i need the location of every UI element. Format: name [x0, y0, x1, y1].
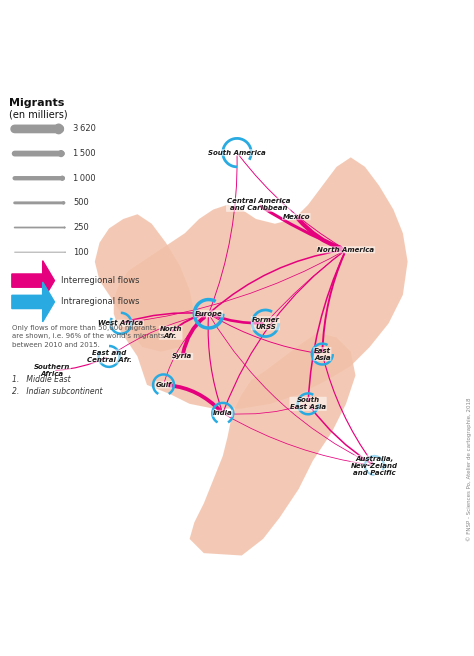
- Text: Australia,
New-Zeland
and Pacific: Australia, New-Zeland and Pacific: [351, 455, 398, 476]
- FancyArrow shape: [12, 260, 55, 300]
- Text: Europe: Europe: [195, 311, 222, 317]
- FancyArrowPatch shape: [210, 155, 237, 310]
- Text: North
Afr.: North Afr.: [159, 326, 182, 339]
- Text: East
Asia: East Asia: [314, 348, 331, 361]
- Text: 3 620: 3 620: [73, 125, 96, 133]
- Text: South America: South America: [208, 150, 266, 155]
- FancyArrowPatch shape: [224, 252, 343, 411]
- FancyArrowPatch shape: [56, 358, 107, 371]
- FancyArrowPatch shape: [173, 315, 204, 331]
- FancyArrowPatch shape: [208, 318, 222, 411]
- Text: Mexico: Mexico: [283, 214, 310, 220]
- FancyArrowPatch shape: [323, 357, 372, 462]
- Polygon shape: [95, 215, 194, 352]
- Text: Only flows of more than 50,000 migrants
are shown, i.e. 96% of the world's migra: Only flows of more than 50,000 migrants …: [12, 325, 164, 348]
- Text: Syria: Syria: [173, 354, 192, 359]
- FancyArrowPatch shape: [170, 385, 221, 411]
- FancyArrowPatch shape: [322, 254, 344, 352]
- Text: Southern
Africa: Southern Africa: [34, 364, 70, 377]
- Polygon shape: [114, 157, 408, 409]
- FancyArrowPatch shape: [124, 313, 204, 323]
- Text: 1 500: 1 500: [73, 149, 96, 158]
- FancyArrowPatch shape: [239, 155, 343, 248]
- FancyArrowPatch shape: [267, 252, 343, 321]
- FancyArrowPatch shape: [111, 314, 205, 355]
- FancyArrow shape: [12, 282, 55, 322]
- Text: South
East Asia: South East Asia: [290, 398, 326, 411]
- Text: Former
URSS: Former URSS: [251, 317, 280, 330]
- Text: © FNSP - Sciences Po, Atelier de cartographie, 2018: © FNSP - Sciences Po, Atelier de cartogr…: [466, 398, 472, 541]
- Text: Migrants: Migrants: [9, 98, 65, 108]
- Text: 500: 500: [73, 198, 89, 207]
- FancyArrowPatch shape: [210, 251, 342, 312]
- Text: Central America
and Caribbean: Central America and Caribbean: [227, 198, 290, 211]
- FancyArrowPatch shape: [298, 218, 340, 248]
- FancyArrowPatch shape: [308, 253, 344, 401]
- FancyArrowPatch shape: [183, 318, 204, 354]
- FancyArrowPatch shape: [210, 316, 371, 464]
- FancyArrowPatch shape: [261, 206, 341, 248]
- Text: North America: North America: [318, 247, 374, 253]
- Text: East and
Central Afr.: East and Central Afr.: [87, 350, 131, 363]
- Text: Intraregional flows: Intraregional flows: [61, 297, 139, 306]
- FancyArrowPatch shape: [164, 316, 206, 382]
- Text: 100: 100: [73, 248, 89, 256]
- Text: (en milliers): (en milliers): [9, 110, 68, 120]
- Text: West Africa: West Africa: [98, 320, 144, 326]
- Text: 2.   Indian subcontinent: 2. Indian subcontinent: [12, 387, 102, 396]
- Text: 250: 250: [73, 223, 89, 232]
- Text: 1.   Middle East: 1. Middle East: [12, 375, 71, 384]
- FancyArrowPatch shape: [225, 415, 371, 465]
- Polygon shape: [190, 333, 356, 556]
- FancyArrowPatch shape: [124, 251, 343, 323]
- FancyArrowPatch shape: [310, 406, 371, 463]
- FancyArrowPatch shape: [212, 316, 319, 354]
- Text: India: India: [213, 410, 233, 417]
- Text: Interregional flows: Interregional flows: [61, 276, 139, 285]
- Text: Gulf: Gulf: [155, 382, 172, 388]
- FancyArrowPatch shape: [213, 316, 263, 323]
- FancyArrowPatch shape: [226, 405, 305, 414]
- Text: 1 000: 1 000: [73, 174, 96, 183]
